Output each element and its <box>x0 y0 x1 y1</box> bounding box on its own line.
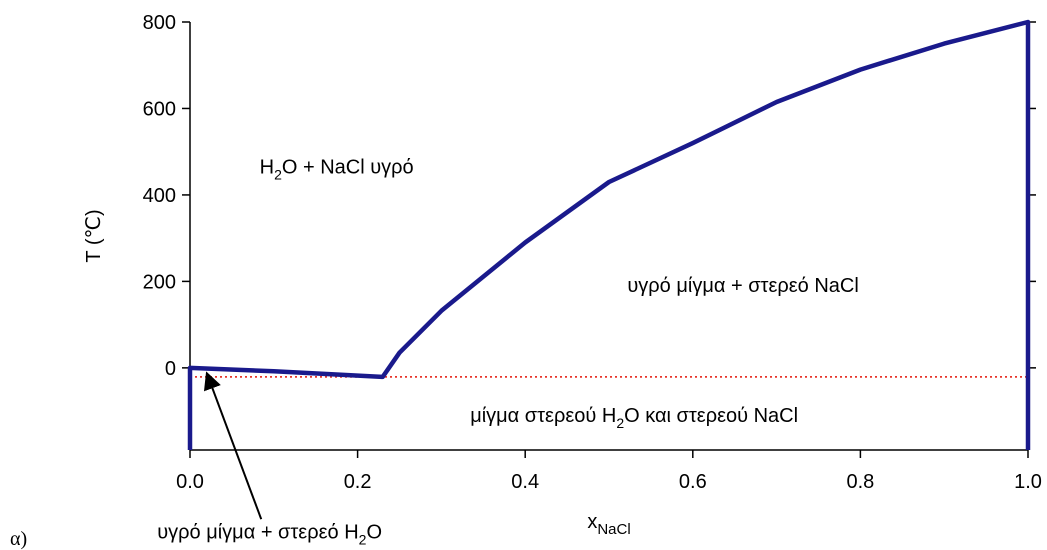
y-tick-label: 200 <box>143 271 176 293</box>
label-part: μίγμα στερεού H <box>470 405 616 427</box>
y-tick-label: 0 <box>165 358 176 380</box>
subscript: 2 <box>616 415 624 431</box>
tick-labels: 0.0 0.2 0.4 0.6 0.8 1.0 0 200 400 600 800 <box>143 12 1042 493</box>
x-tick-label: 0.2 <box>344 471 372 493</box>
label-part: O <box>366 522 382 544</box>
subscript: 2 <box>359 532 367 548</box>
x-tick-label: 0.8 <box>846 471 874 493</box>
region-label-2: μίγμα στερεού H2O και στερεού NaCl <box>470 405 798 431</box>
series-line-0 <box>187 19 1031 450</box>
annotation-arrow <box>203 371 263 520</box>
label-part: O και στερεού NaCl <box>624 405 798 427</box>
label-part: υγρό μίγμα + στερεό H <box>157 522 358 544</box>
axes-frame <box>182 21 1036 458</box>
region-label-0: H2O + NaCl υγρό <box>260 156 414 182</box>
plot-series <box>187 19 1031 450</box>
label-part: H <box>260 156 274 178</box>
y-tick-label: 800 <box>143 12 176 34</box>
subscript: 2 <box>274 166 282 182</box>
x-tick-label: 0.0 <box>176 471 204 493</box>
x-label-main: x <box>587 511 597 533</box>
panel-label: α) <box>10 528 27 550</box>
x-tick-label: 0.6 <box>679 471 707 493</box>
y-tick-label: 600 <box>143 98 176 120</box>
region-label-3: υγρό μίγμα + στερεό H2O <box>157 522 382 548</box>
label-part: O + NaCl υγρό <box>282 156 414 178</box>
y-tick-label: 400 <box>143 185 176 207</box>
x-tick-label: 1.0 <box>1014 471 1042 493</box>
x-tick-label: 0.4 <box>511 471 539 493</box>
y-axis-label: T (℃) <box>83 209 105 262</box>
x-axis-label: xNaCl <box>587 511 630 538</box>
x-label-sub: NaCl <box>597 521 630 538</box>
region-label-1: υγρό μίγμα + στερεό NaCl <box>627 275 858 297</box>
